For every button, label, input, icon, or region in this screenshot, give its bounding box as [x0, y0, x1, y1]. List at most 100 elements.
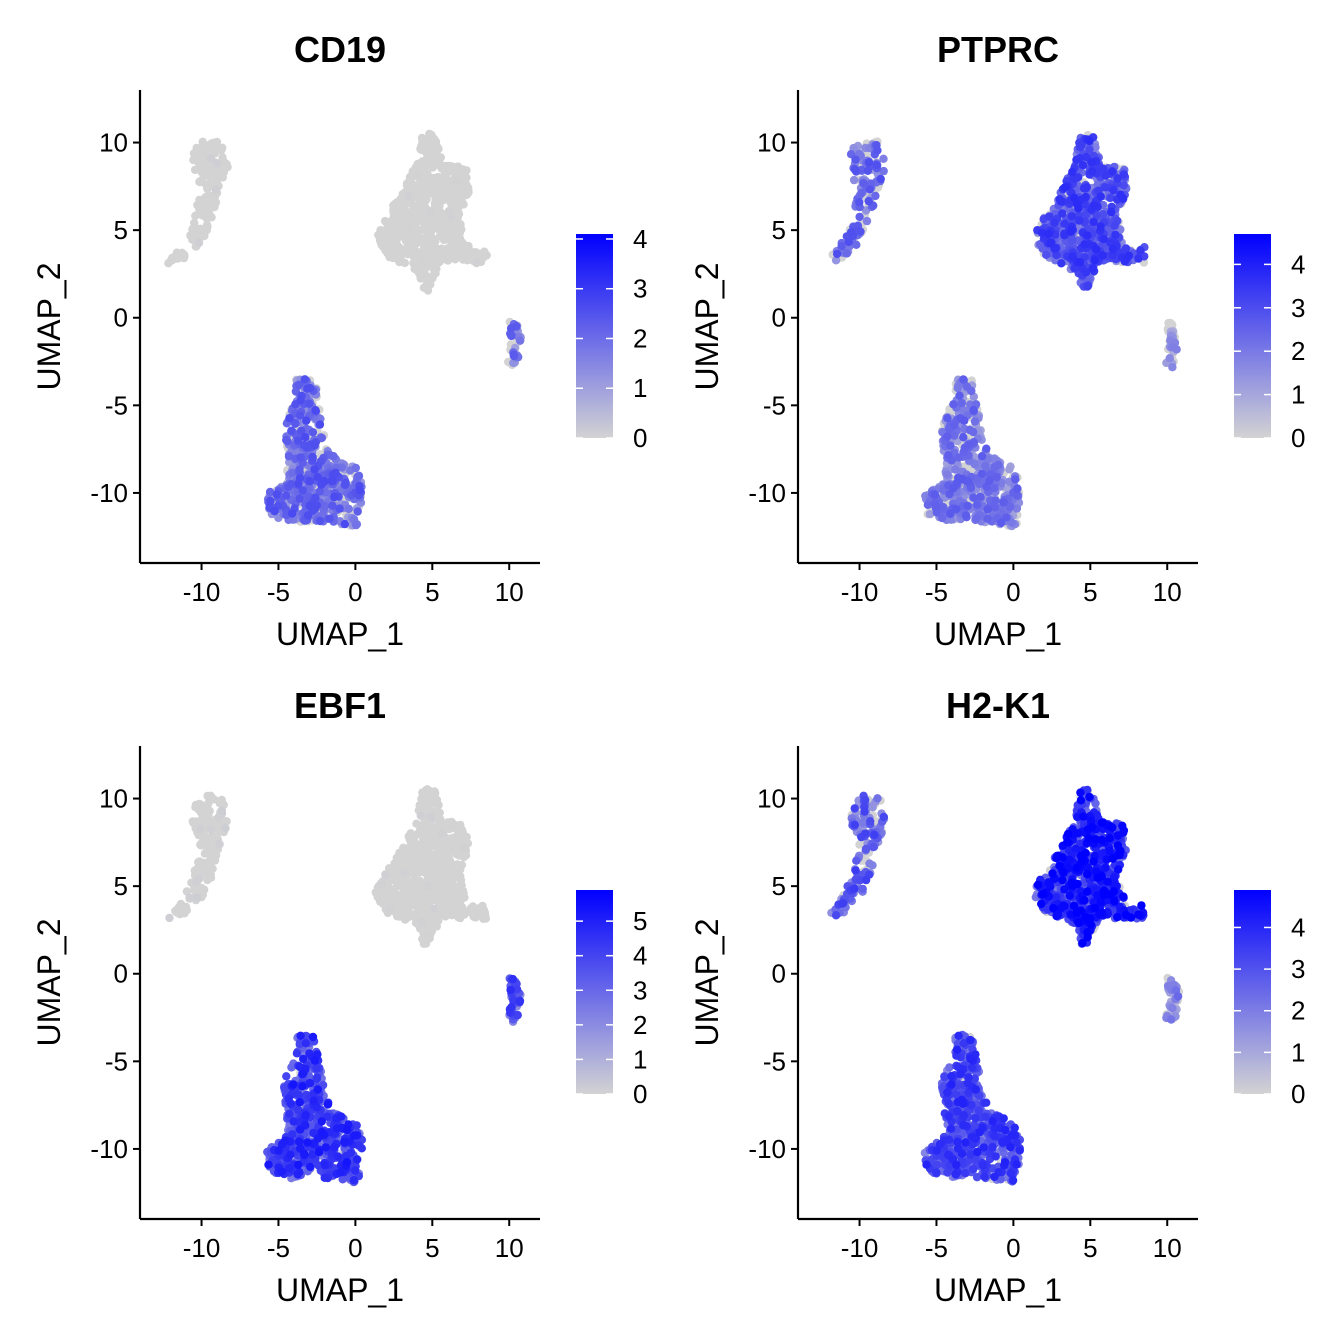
cell-point: [270, 507, 279, 516]
cell-point: [879, 166, 888, 176]
cell-point: [330, 1142, 339, 1152]
cell-point: [344, 504, 353, 514]
cell-point: [856, 876, 865, 885]
cell-point: [338, 1175, 347, 1184]
cell-point: [1078, 161, 1088, 170]
colorbar-tick-label: 4: [633, 224, 647, 254]
cell-point: [1113, 174, 1122, 183]
cell-point: [472, 258, 481, 268]
cell-point: [423, 855, 432, 864]
cell-point: [1002, 513, 1011, 522]
cell-point: [1099, 234, 1108, 244]
cell-point: [416, 274, 425, 283]
cell-point: [864, 196, 873, 206]
cell-point: [211, 185, 221, 194]
cell-point: [203, 184, 212, 193]
cell-point: [852, 240, 861, 249]
scatter-points: [828, 131, 1181, 531]
cell-point: [296, 1031, 305, 1040]
cell-point: [323, 1100, 333, 1109]
cell-point: [396, 249, 406, 259]
cell-point: [335, 504, 344, 513]
cell-point: [876, 174, 885, 184]
cell-point: [286, 1099, 295, 1108]
cell-point: [287, 426, 296, 435]
y-axis-title: UMAP_2: [31, 262, 67, 390]
cell-point: [311, 406, 320, 415]
cell-point: [317, 433, 327, 443]
cell-point: [171, 906, 180, 916]
cell-point: [1038, 244, 1047, 253]
cell-point: [1092, 211, 1101, 220]
cell-point: [856, 227, 865, 236]
y-tick-label: -10: [748, 478, 786, 508]
cell-point: [976, 492, 985, 501]
cell-point: [425, 849, 435, 858]
cell-point: [296, 453, 305, 462]
cell-point: [330, 492, 339, 502]
cell-point: [423, 904, 432, 913]
cell-point: [455, 890, 465, 900]
cell-point: [989, 454, 998, 464]
cell-point: [199, 837, 208, 846]
cell-point: [341, 478, 350, 487]
cell-point: [1098, 251, 1107, 260]
cell-point: [426, 139, 435, 148]
cell-point: [508, 974, 517, 984]
cell-point: [294, 1090, 303, 1099]
cell-point: [1098, 210, 1108, 219]
cell-point: [1046, 239, 1055, 248]
cell-point: [850, 165, 860, 174]
cell-point: [288, 509, 297, 518]
cell-point: [352, 1121, 361, 1130]
cell-point: [423, 155, 432, 164]
cell-point: [1116, 190, 1125, 199]
cell-point: [265, 487, 275, 497]
colorbar-tick-label: 0: [633, 1079, 647, 1109]
cell-point: [946, 509, 955, 518]
cell-point: [212, 176, 222, 186]
colorbar-tick-label: 3: [633, 975, 647, 1005]
cell-point: [202, 206, 211, 215]
cell-point: [968, 427, 978, 437]
cell-point: [400, 868, 409, 877]
cell-point: [433, 177, 443, 186]
cell-point: [446, 191, 455, 200]
cell-point: [317, 1117, 326, 1126]
cell-point: [1042, 250, 1051, 259]
cell-point: [1085, 145, 1094, 154]
cell-point: [315, 487, 325, 496]
cell-point: [296, 396, 305, 405]
cell-point: [443, 230, 452, 239]
cell-point: [287, 1063, 296, 1072]
x-tick-label: 0: [348, 577, 362, 607]
cell-point: [293, 1105, 303, 1115]
cell-point: [417, 917, 426, 927]
cell-point: [457, 198, 467, 208]
cell-point: [288, 1130, 297, 1139]
x-tick-label: 5: [425, 1233, 439, 1263]
cell-point: [1109, 185, 1118, 195]
cell-point: [305, 483, 314, 493]
cell-point: [1074, 173, 1083, 182]
cell-point: [414, 161, 423, 170]
cell-point: [452, 905, 461, 915]
x-axis-title: UMAP_1: [934, 616, 1062, 652]
cell-point: [1096, 192, 1105, 201]
cell-point: [431, 789, 440, 798]
cell-point: [409, 258, 418, 268]
cell-point: [197, 883, 206, 893]
cell-point: [427, 812, 436, 822]
cell-point: [281, 491, 291, 500]
cell-point: [1060, 219, 1069, 228]
cell-point: [513, 1010, 522, 1020]
cell-point: [861, 795, 870, 805]
cell-point: [1005, 465, 1014, 474]
cell-point: [440, 847, 450, 857]
cell-point: [982, 444, 991, 453]
cell-point: [392, 874, 401, 883]
cell-point: [961, 511, 971, 520]
cell-point: [312, 501, 322, 510]
cell-point: [303, 511, 313, 520]
cell-point: [930, 490, 939, 499]
